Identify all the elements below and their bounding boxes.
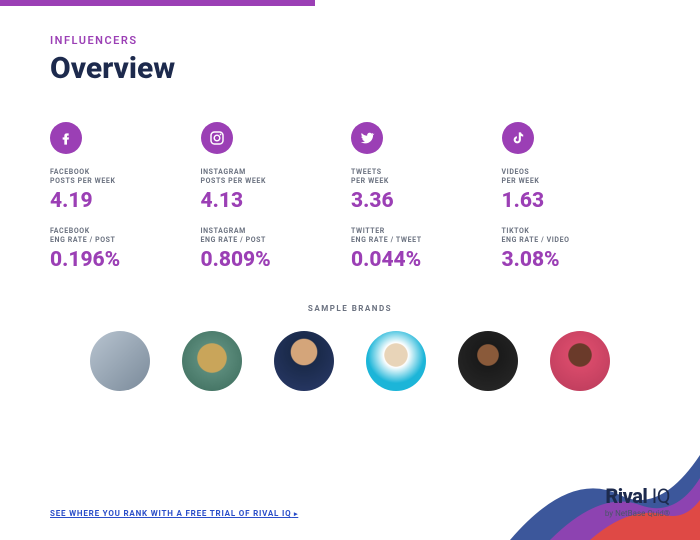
brand-avatar bbox=[182, 331, 242, 391]
main-content: INFLUENCERS Overview FACEBOOKPOSTS PER W… bbox=[0, 6, 700, 391]
page-title: Overview bbox=[50, 51, 650, 86]
stat-label-2: FACEBOOKENG RATE / POST bbox=[50, 227, 199, 245]
brand-avatar bbox=[366, 331, 426, 391]
twitter-icon bbox=[351, 122, 383, 154]
footer: SEE WHERE YOU RANK WITH A FREE TRIAL OF … bbox=[50, 484, 670, 518]
metric-column: TWEETSPER WEEK 3.36 TWITTERENG RATE / TWEE… bbox=[351, 122, 500, 272]
logo-subtitle: by NetBase Quid® bbox=[605, 509, 670, 518]
logo: Rival IQ by NetBase Quid® bbox=[605, 484, 670, 518]
stat-label-2: TIKTOKENG RATE / VIDEO bbox=[502, 227, 651, 245]
cta-link[interactable]: SEE WHERE YOU RANK WITH A FREE TRIAL OF … bbox=[50, 509, 298, 518]
facebook-icon bbox=[50, 122, 82, 154]
stat-value-2: 0.196% bbox=[50, 248, 199, 272]
stat-label-2: INSTAGRAMENG RATE / POST bbox=[201, 227, 350, 245]
stat-value-2: 0.044% bbox=[351, 248, 500, 272]
logo-main: Rival IQ bbox=[605, 484, 670, 508]
stat-value-1: 4.19 bbox=[50, 189, 199, 213]
category-label: INFLUENCERS bbox=[50, 34, 650, 47]
tiktok-icon bbox=[502, 122, 534, 154]
stat-value-2: 3.08% bbox=[502, 248, 651, 272]
brand-avatar bbox=[274, 331, 334, 391]
metric-column: FACEBOOKPOSTS PER WEEK 4.19 FACEBOOKENG RA… bbox=[50, 122, 199, 272]
metric-column: INSTAGRAMPOSTS PER WEEK 4.13 INSTAGRAMENG … bbox=[201, 122, 350, 272]
metric-column: VIDEOSPER WEEK 1.63 TIKTOKENG RATE / VIDEO… bbox=[502, 122, 651, 272]
stat-label-1: INSTAGRAMPOSTS PER WEEK bbox=[201, 168, 350, 186]
brand-avatar bbox=[458, 331, 518, 391]
logo-light: IQ bbox=[652, 484, 670, 508]
stat-value-2: 0.809% bbox=[201, 248, 350, 272]
instagram-icon bbox=[201, 122, 233, 154]
sample-brands-heading: SAMPLE BRANDS bbox=[50, 304, 650, 313]
brand-avatar bbox=[90, 331, 150, 391]
logo-bold: Rival bbox=[605, 484, 651, 508]
stat-value-1: 4.13 bbox=[201, 189, 350, 213]
stat-value-1: 1.63 bbox=[502, 189, 651, 213]
stat-value-1: 3.36 bbox=[351, 189, 500, 213]
stat-label-1: VIDEOSPER WEEK bbox=[502, 168, 651, 186]
brand-avatar bbox=[550, 331, 610, 391]
avatar-row bbox=[50, 331, 650, 391]
stat-label-2: TWITTERENG RATE / TWEET bbox=[351, 227, 500, 245]
stat-label-1: TWEETSPER WEEK bbox=[351, 168, 500, 186]
stat-label-1: FACEBOOKPOSTS PER WEEK bbox=[50, 168, 199, 186]
metrics-row: FACEBOOKPOSTS PER WEEK 4.19 FACEBOOKENG RA… bbox=[50, 122, 650, 272]
